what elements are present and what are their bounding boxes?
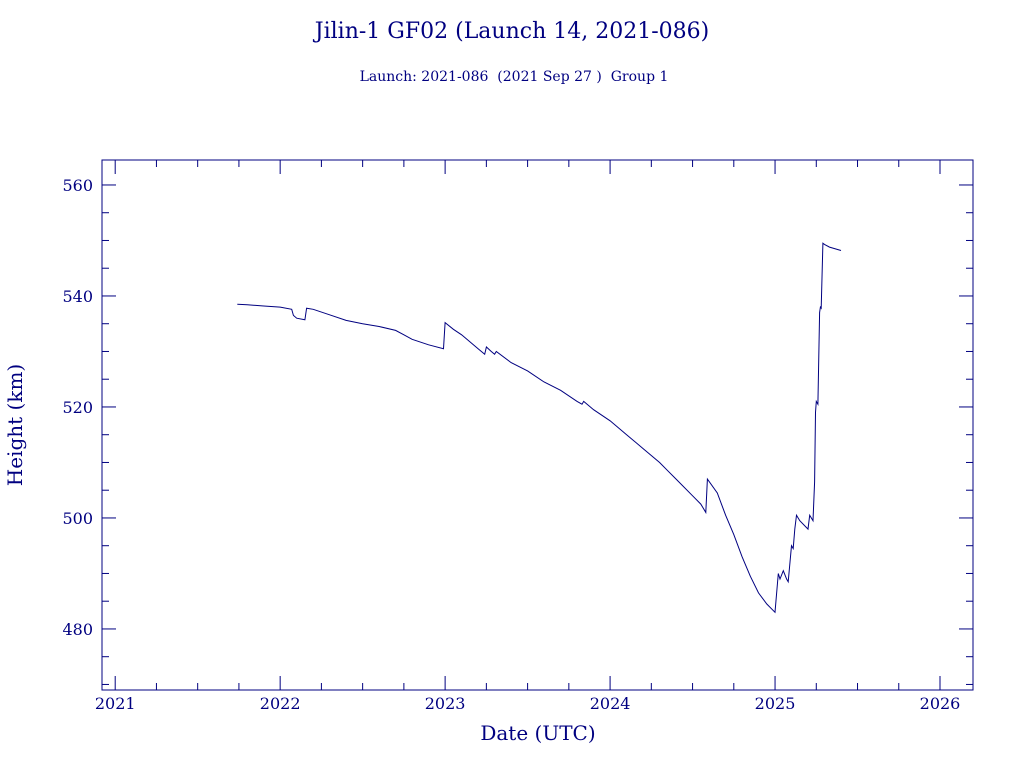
y-tick-labels: 480 500 520 540 560 [62,176,93,639]
chart-title: Jilin-1 GF02 (Launch 14, 2021-086) [313,19,709,44]
x-tick-label: 2025 [755,694,796,713]
y-axis-label: Height (km) [3,364,27,486]
x-tick-label: 2022 [260,694,301,713]
y-tick-label: 500 [62,509,93,528]
x-tick-label: 2026 [920,694,961,713]
y-tick-label: 480 [62,620,93,639]
height-series-line [237,242,842,614]
plot-frame [101,159,974,691]
y-tick-label: 560 [62,176,93,195]
y-tick-label: 520 [62,398,93,417]
y-tick-label: 540 [62,287,93,306]
chart-subtitle: Launch: 2021-086 (2021 Sep 27 ) Group 1 [360,69,669,85]
x-tick-label: 2024 [590,694,631,713]
x-tick-label: 2023 [425,694,466,713]
x-tick-labels: 2021 2022 2023 2024 2025 2026 [95,694,961,713]
x-tick-label: 2021 [95,694,136,713]
x-axis-label: Date (UTC) [480,721,595,745]
axis-ticks [102,160,973,690]
